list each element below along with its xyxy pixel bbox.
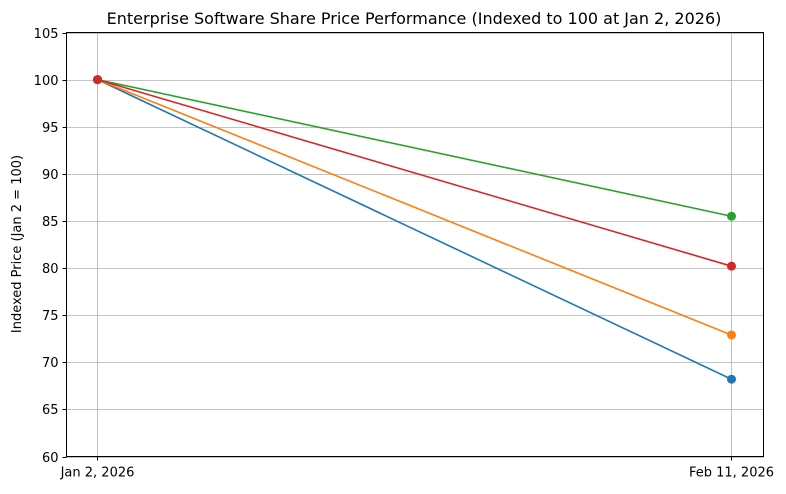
data-point (727, 211, 736, 221)
x-axis: Jan 2, 2026 Feb 11, 2026 (60, 456, 774, 481)
series-2 (93, 75, 736, 340)
series-4 (93, 75, 736, 271)
y-tick-label: 95 (42, 121, 59, 136)
y-tick-label: 65 (42, 403, 59, 418)
y-tick-label: 105 (34, 27, 59, 42)
series-3 (93, 75, 736, 221)
series-line (97, 78, 732, 380)
series-line (97, 78, 732, 218)
x-tick-label: Jan 2, 2026 (60, 466, 135, 481)
data-point (727, 261, 736, 271)
y-tick-label: 60 (42, 451, 59, 466)
series-line (97, 78, 732, 267)
plot-frame (66, 32, 764, 457)
data-point (727, 374, 736, 384)
series-1 (93, 75, 736, 384)
series-line (97, 78, 732, 336)
gridlines (66, 32, 764, 458)
y-tick-label: 90 (42, 168, 59, 183)
y-tick-label: 80 (42, 262, 59, 277)
y-tick-label: 70 (42, 356, 59, 371)
y-axis-label: Indexed Price (Jan 2 = 100) (10, 155, 25, 333)
chart-title: Enterprise Software Share Price Performa… (107, 9, 722, 28)
y-axis: 60 65 70 75 80 85 90 95 100 105 (34, 27, 67, 466)
data-point (93, 75, 102, 85)
y-tick-label: 100 (34, 74, 59, 89)
y-tick-label: 75 (42, 309, 59, 324)
data-point (727, 330, 736, 340)
y-tick-label: 85 (42, 215, 59, 230)
series-group (93, 75, 736, 384)
x-tick-label: Feb 11, 2026 (689, 466, 774, 481)
